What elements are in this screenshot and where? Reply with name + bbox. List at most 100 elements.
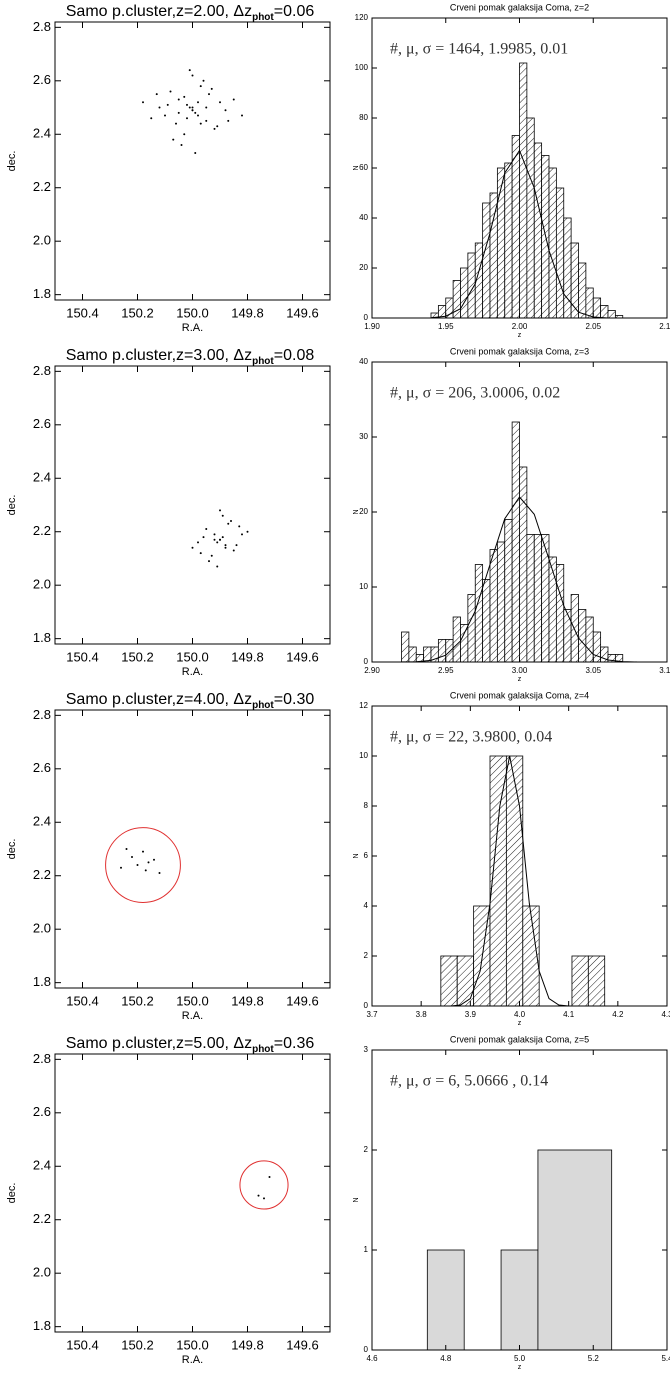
point [202, 79, 205, 82]
scatter-panel: Samo p.cluster,z=5.00, Δzphot=0.36 150.4 1… [6, 1035, 331, 1366]
x-tick-label: 4.8 [440, 1354, 452, 1363]
point [150, 117, 153, 120]
x-tick-label: 149.6 [286, 305, 319, 320]
bar [482, 579, 491, 663]
y-tick-label: 2.0 [33, 921, 51, 936]
point [194, 111, 197, 114]
bar [563, 609, 572, 663]
annotation: #, μ, σ = 22, 3.9800, 0.04 [390, 729, 552, 746]
fit-curve [401, 496, 638, 663]
point [144, 869, 147, 872]
y-tick-label: 20 [359, 263, 368, 272]
title-part: phot [252, 12, 274, 23]
y-tick-label: 2.0 [33, 233, 51, 248]
bar [467, 594, 476, 663]
point [177, 111, 180, 114]
y-tick-label: 120 [355, 13, 369, 22]
x-tick-label: 150.0 [176, 993, 209, 1008]
bar [533, 534, 543, 663]
point [125, 848, 128, 850]
region-circle [105, 827, 181, 903]
bar [408, 646, 417, 663]
x-tick-label: 3.00 [512, 666, 528, 675]
point [199, 85, 202, 88]
x-tick-label: 149.8 [231, 305, 264, 320]
x-tick-label: 4.1 [563, 1010, 575, 1019]
bar [489, 549, 498, 663]
fit-curve [450, 755, 569, 1007]
x-tick-label: 150.4 [66, 1337, 99, 1352]
point [213, 538, 216, 541]
bar [474, 564, 484, 663]
title-part: =0.30 [274, 691, 315, 708]
y-tick-label: 2.4 [33, 1158, 51, 1173]
bar [570, 594, 579, 663]
bar [482, 202, 491, 319]
point [169, 90, 172, 93]
y-tick-label: 20 [359, 507, 368, 516]
bar [437, 639, 447, 663]
point [246, 530, 249, 533]
x-tick-label: 2.00 [512, 322, 528, 331]
x-axis-label: z [518, 332, 522, 339]
x-axis-label: R.A. [182, 322, 203, 334]
bar [585, 287, 594, 319]
x-tick-label: 2.95 [438, 666, 454, 675]
point [227, 119, 230, 122]
point [191, 74, 194, 77]
bar [541, 534, 550, 663]
y-tick-label: 0 [364, 313, 369, 322]
histogram-panel: Crveni pomak galaksija Coma, z=2 1.90 1.95… [353, 2, 670, 338]
point [197, 114, 199, 117]
y-tick-label: 2.0 [33, 577, 51, 592]
y-tick-label: 1 [364, 1245, 369, 1254]
point [191, 109, 194, 112]
fit-curve [430, 149, 609, 319]
y-tick-label: 2.4 [33, 126, 51, 141]
bar [533, 142, 543, 319]
bar [587, 955, 606, 1007]
y-tick-label: 2.4 [33, 814, 51, 829]
title-part: =0.36 [274, 1035, 315, 1052]
point [194, 151, 197, 154]
point [208, 93, 210, 96]
point [227, 522, 230, 525]
annotation: #, μ, σ = 6, 5.0666 , 0.14 [390, 1073, 548, 1090]
point [158, 106, 161, 109]
bar [440, 955, 458, 1007]
point [224, 544, 227, 547]
scatter-panel: Samo p.cluster,z=4.00, Δzphot=0.30 150.4 1… [6, 691, 331, 1022]
y-tick-label: 2 [364, 951, 369, 960]
x-tick-label: 1.90 [364, 322, 380, 331]
point [164, 114, 166, 117]
x-tick-label: 149.6 [286, 1337, 319, 1352]
point [213, 533, 216, 536]
y-tick-label: 80 [359, 113, 368, 122]
x-axis-label: z [518, 676, 522, 683]
bar [460, 624, 469, 663]
chart-title: Samo p.cluster,z=4.00, Δzphot=0.30 [66, 691, 315, 711]
point [186, 117, 188, 120]
bar [548, 556, 557, 663]
title-part: Samo p.cluster,z=5.00, Δz [66, 1035, 252, 1052]
point [166, 103, 169, 106]
y-tick-label: 2.8 [33, 19, 51, 34]
x-axis-label: R.A. [182, 666, 203, 678]
bar [511, 135, 520, 319]
bar [526, 117, 535, 319]
point [241, 114, 243, 117]
bar [505, 755, 524, 1007]
x-tick-label: 2.10 [659, 322, 670, 331]
x-tick-label: 4.3 [661, 1010, 670, 1019]
bar [519, 62, 528, 319]
point [219, 101, 221, 104]
point [197, 541, 199, 544]
y-axis-label: dec. [6, 151, 18, 172]
chart-title: Samo p.cluster,z=3.00, Δzphot=0.08 [66, 347, 315, 367]
y-tick-label: 2.8 [33, 1051, 51, 1066]
plot-frame [54, 1053, 331, 1333]
point [208, 560, 210, 563]
chart-title: Samo p.cluster,z=5.00, Δzphot=0.36 [66, 1035, 315, 1055]
point [136, 864, 139, 867]
point [155, 93, 158, 96]
